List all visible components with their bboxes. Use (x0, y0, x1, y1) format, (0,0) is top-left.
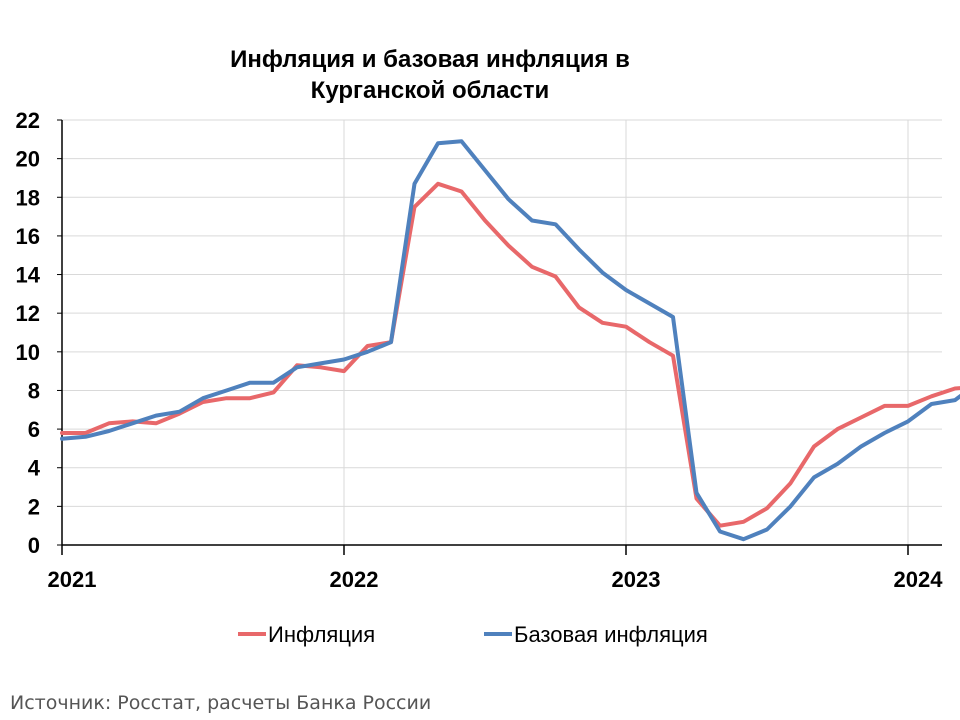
y-tick-label: 14 (16, 263, 41, 288)
y-tick-label: 12 (16, 301, 40, 326)
series-lines (60, 139, 960, 542)
series-line-core-inflation (60, 139, 960, 542)
y-tick-label: 0 (28, 533, 40, 558)
series-line-inflation (60, 181, 960, 528)
y-tick-label: 6 (28, 417, 40, 442)
legend-label-core-inflation: Базовая инфляция (514, 622, 708, 647)
x-tick-label: 2022 (330, 567, 379, 592)
chart-title-line-1: Инфляция и базовая инфляция в (230, 46, 630, 73)
legend-label-inflation: Инфляция (268, 622, 375, 647)
chart-title-line-2: Курганской области (311, 77, 550, 104)
y-tick-label: 2 (28, 494, 40, 519)
chart-title: Инфляция и базовая инфляция в Курганской… (230, 46, 630, 104)
legend: Инфляция Базовая инфляция (238, 622, 708, 647)
y-tick-label: 18 (16, 185, 40, 210)
y-tick-label: 16 (16, 224, 40, 249)
source-note: Источник: Росстат, расчеты Банка России (10, 692, 432, 714)
x-tick-label: 2024 (894, 567, 944, 592)
x-tick-label: 2021 (48, 567, 97, 592)
y-tick-label: 20 (16, 147, 40, 172)
x-tick-label: 2023 (612, 567, 661, 592)
y-tick-label: 10 (16, 340, 40, 365)
grid (62, 119, 942, 545)
y-tick-label: 22 (16, 108, 40, 133)
y-tick-label: 4 (28, 456, 41, 481)
y-tick-label: 8 (28, 378, 40, 403)
